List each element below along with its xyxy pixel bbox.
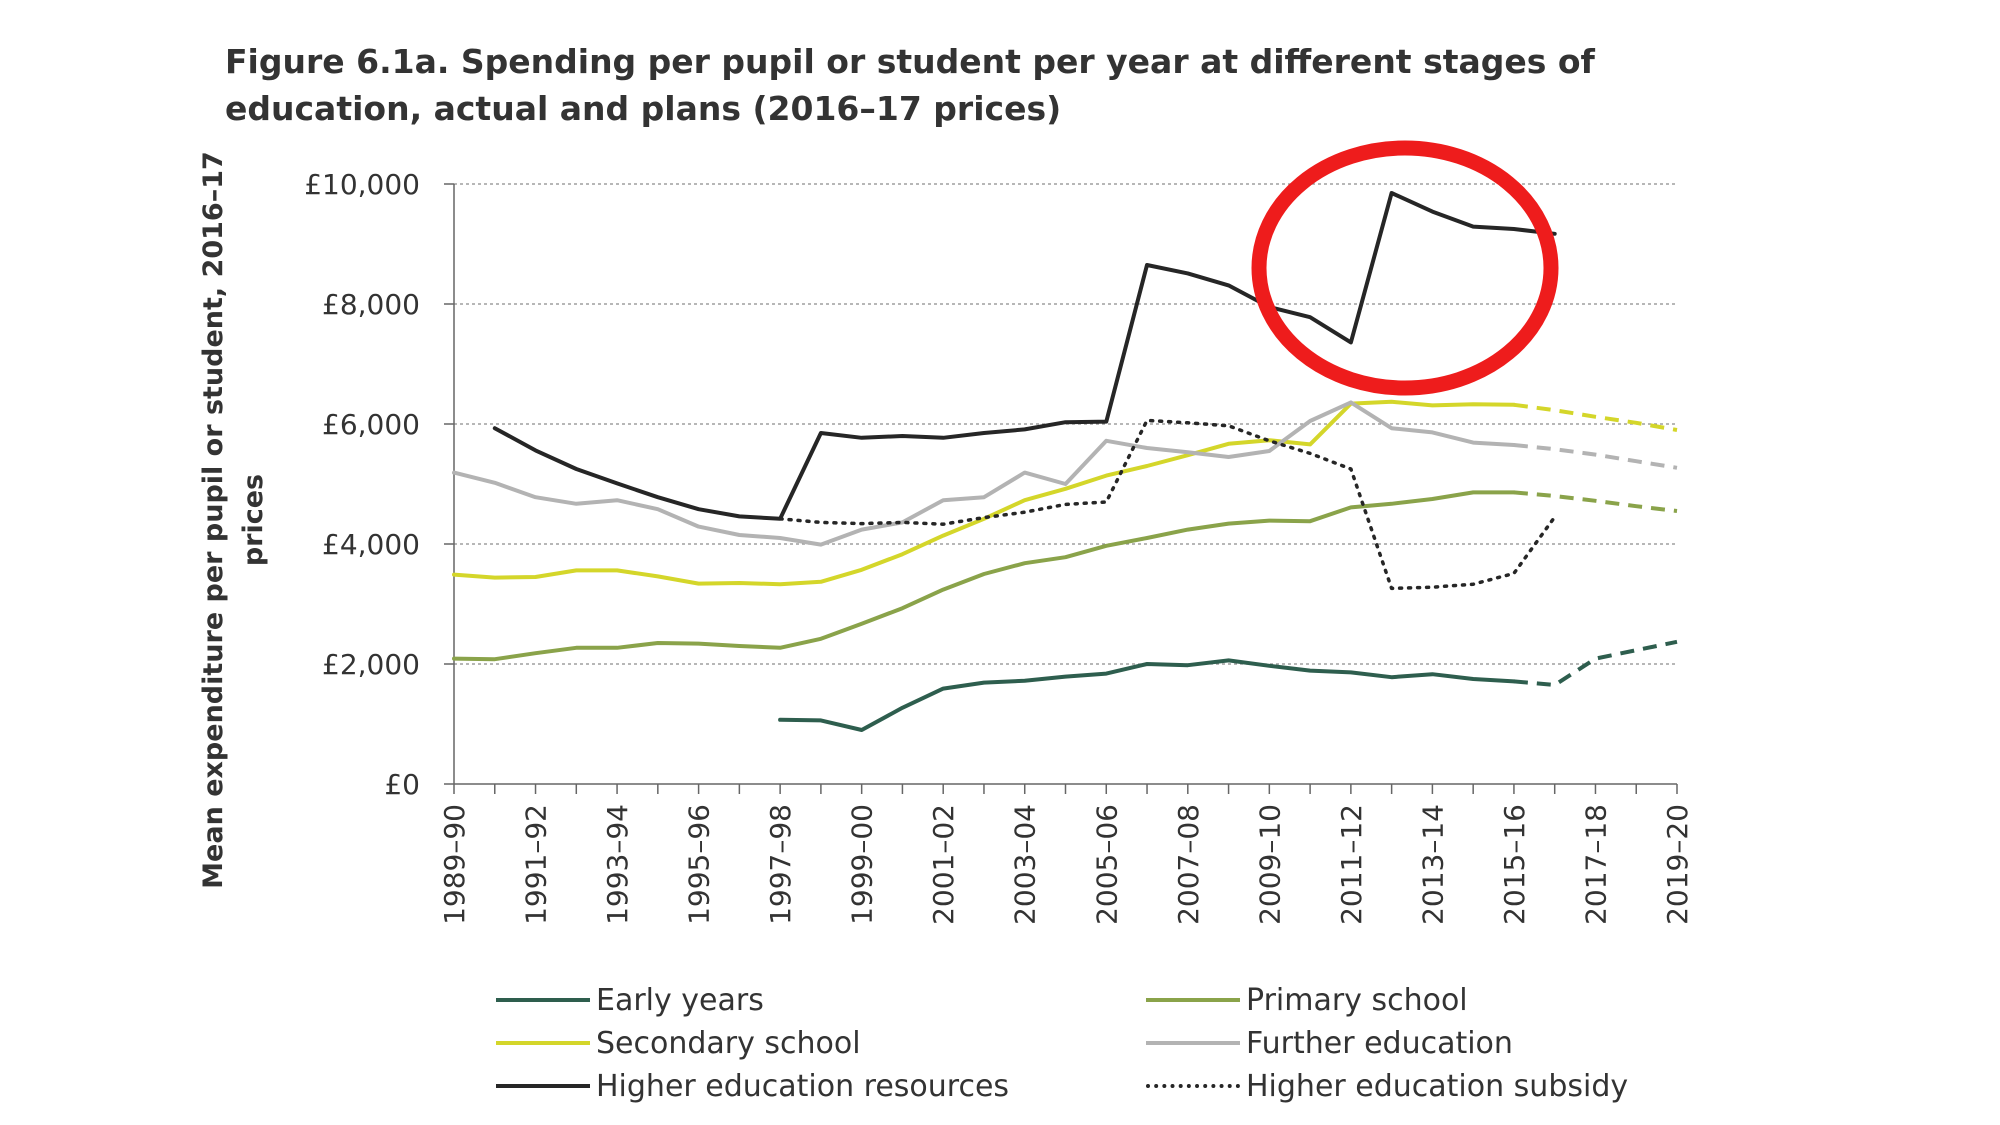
legend-swatch (1146, 998, 1240, 1002)
x-tick-labels: 1989–90 1991–92 1993–94 1995–96 1997–98 1999–… (438, 804, 1694, 925)
x-tick-label: 2009–10 (1253, 804, 1286, 925)
x-tick-label: 1997–98 (764, 804, 797, 925)
x-tick-label: 1991–92 (520, 804, 553, 925)
legend-swatch (1146, 1041, 1240, 1045)
series-plan-line-secondary-school (1513, 402, 1678, 432)
red-circle-annotation (1251, 140, 1559, 396)
x-tick-label: 1995–96 (683, 804, 716, 925)
y-tick-label: £2,000 (322, 648, 420, 681)
legend-label: Primary school (1246, 982, 1468, 1018)
axes (444, 183, 1678, 794)
legend-item-primary-school: Primary school (1146, 980, 1468, 1020)
x-tick-label: 2003–04 (1009, 804, 1042, 925)
series-line-early-years (778, 658, 1516, 732)
series-line-further-education (452, 400, 1516, 547)
legend-swatch (1146, 1084, 1240, 1088)
x-tick-label: 1989–90 (438, 804, 471, 925)
y-tick-label: £6,000 (322, 408, 420, 441)
x-tick-label: 2017–18 (1579, 804, 1612, 925)
legend-swatch (496, 1041, 590, 1045)
legend-label: Higher education resources (596, 1068, 1010, 1104)
legend-item-higher-education-subsidy: Higher education subsidy (1146, 1066, 1628, 1106)
legend-label: Early years (596, 982, 764, 1018)
legend-swatch (496, 998, 590, 1002)
legend-label: Further education (1246, 1025, 1513, 1061)
y-tick-label: £0 (384, 768, 420, 801)
x-tick-label: 2013–14 (1416, 804, 1449, 925)
legend-label: Higher education subsidy (1246, 1068, 1629, 1104)
series-line-secondary-school (452, 399, 1516, 587)
legend-swatch (496, 1084, 590, 1088)
chart-title: Figure 6.1a. Spending per pupil or stude… (225, 42, 1595, 128)
legend-item-early-years: Early years (496, 980, 764, 1020)
x-tick-label: 2019–20 (1661, 804, 1694, 925)
legend: Early years Primary school Secondary schoo… (496, 980, 1736, 1120)
legend-item-further-education: Further education (1146, 1023, 1513, 1063)
x-tick-label: 2005–06 (1090, 804, 1123, 925)
series-plan-line-early-years (1513, 639, 1678, 687)
y-tick-label: £10,000 (304, 168, 420, 201)
x-tick-label: 2011–12 (1335, 804, 1368, 925)
x-tick-label: 1993–94 (601, 804, 634, 925)
x-tick-label: 2001–02 (927, 804, 960, 925)
series-line-higher-education-resources (492, 191, 1557, 521)
series-line-primary-school (452, 490, 1516, 662)
series-line-higher-education-subsidy (778, 418, 1557, 591)
x-tick-label: 1999–00 (846, 804, 879, 925)
series-plan-line-further-education (1513, 443, 1678, 470)
x-tick-label: 2007–08 (1172, 804, 1205, 925)
legend-item-higher-education-resources: Higher education resources (496, 1066, 1009, 1106)
y-tick-label: £8,000 (322, 288, 420, 321)
y-tick-label: £4,000 (322, 528, 420, 561)
legend-item-secondary-school: Secondary school (496, 1023, 861, 1063)
y-tick-labels: £0 £2,000 £4,000 £6,000 £8,000 £10,000 (304, 168, 420, 801)
x-tick-label: 2015–16 (1498, 804, 1531, 925)
series-lines (452, 191, 1678, 732)
legend-label: Secondary school (596, 1025, 861, 1061)
series-plan-line-primary-school (1513, 490, 1678, 513)
